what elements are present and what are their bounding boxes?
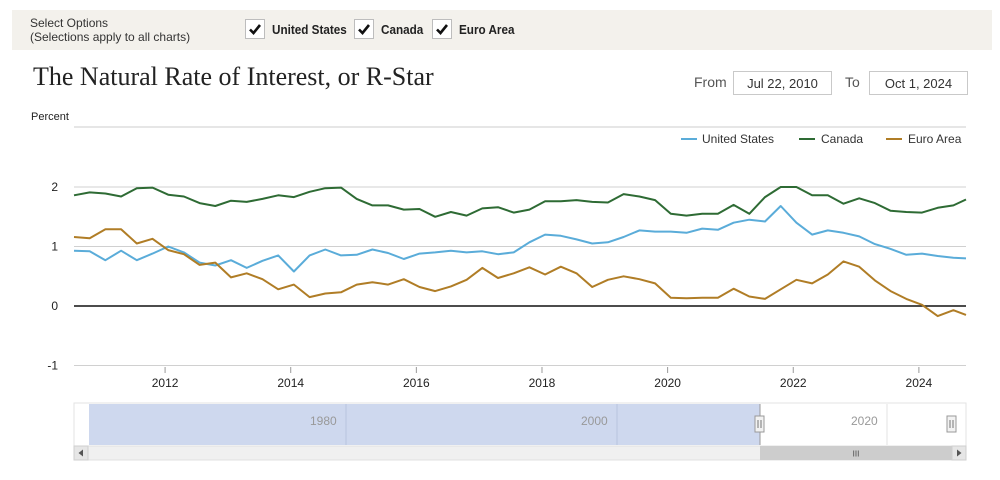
y-tick-labels: -1 0 1 2	[47, 180, 58, 373]
checkbox-label: United States	[272, 21, 347, 37]
series-lines	[73, 186, 967, 318]
checkmark-icon	[249, 24, 262, 35]
x-tick-label: 2012	[152, 376, 179, 390]
x-tick-label: 2024	[906, 376, 933, 390]
options-bar: Select Options (Selections apply to all …	[12, 10, 992, 50]
scrollbar-thumb[interactable]	[760, 446, 952, 460]
legend-label-euro-area: Euro Area	[908, 132, 962, 146]
y-tick-label: -1	[47, 359, 58, 373]
options-title-line2: (Selections apply to all charts)	[30, 30, 191, 44]
series-line-united-states	[73, 205, 967, 273]
navigator-label: 1980	[310, 414, 337, 428]
x-tick-labels: 2012 2014 2016 2018 2020 2022 2024	[152, 367, 933, 390]
y-axis-label: Percent	[31, 111, 69, 123]
checkbox-united-states[interactable]: United States	[245, 19, 355, 39]
legend-label-united-states: United States	[702, 132, 774, 146]
y-tick-label: 1	[51, 240, 58, 254]
from-label: From	[694, 74, 727, 90]
legend-label-canada: Canada	[821, 132, 863, 146]
series-line-euro-area	[73, 228, 967, 318]
to-label: To	[845, 74, 860, 90]
series-line-canada	[73, 186, 967, 218]
checkbox-box[interactable]	[432, 19, 452, 39]
checkbox-euro-area[interactable]: Euro Area	[432, 19, 521, 39]
options-title-line1: Select Options	[30, 16, 109, 30]
x-tick-label: 2016	[403, 376, 430, 390]
navigator-label: 2020	[851, 414, 878, 428]
checkbox-label: Canada	[381, 21, 424, 37]
navigator-right-handle[interactable]	[946, 415, 957, 433]
to-date-input[interactable]: Oct 1, 2024	[869, 71, 968, 95]
legend: United States Canada Euro Area	[681, 132, 962, 146]
navigator-selection[interactable]	[89, 404, 760, 445]
scrollbar-grip-icon: III	[853, 450, 860, 459]
checkmark-icon	[436, 24, 449, 35]
y-tick-label: 2	[51, 180, 58, 194]
scrollbar[interactable]: III	[73, 445, 967, 461]
navigator[interactable]: 1980 2000 2020	[73, 402, 967, 447]
arrow-right-icon	[957, 449, 962, 457]
checkbox-label: Euro Area	[459, 21, 515, 37]
arrow-left-icon	[78, 449, 83, 457]
legend-item-united-states[interactable]: United States	[681, 132, 774, 146]
checkmark-icon	[358, 24, 371, 35]
x-tick-label: 2018	[529, 376, 556, 390]
navigator-label: 2000	[581, 414, 608, 428]
handle-grip[interactable]	[754, 415, 765, 433]
legend-item-euro-area[interactable]: Euro Area	[886, 132, 962, 146]
grid-lines	[74, 186, 966, 366]
checkbox-box[interactable]	[354, 19, 374, 39]
x-tick-label: 2014	[277, 376, 304, 390]
checkbox-box[interactable]	[245, 19, 265, 39]
x-tick-label: 2022	[780, 376, 807, 390]
options-title: Select Options (Selections apply to all …	[30, 16, 190, 44]
checkbox-canada[interactable]: Canada	[354, 19, 428, 39]
navigator-left-handle[interactable]	[754, 404, 765, 445]
handle-grip[interactable]	[946, 415, 957, 433]
from-date-input[interactable]: Jul 22, 2010	[733, 71, 832, 95]
y-tick-label: 0	[51, 299, 58, 313]
chart-title: The Natural Rate of Interest, or R-Star	[33, 62, 434, 91]
x-tick-label: 2020	[654, 376, 681, 390]
legend-item-canada[interactable]: Canada	[799, 132, 863, 146]
